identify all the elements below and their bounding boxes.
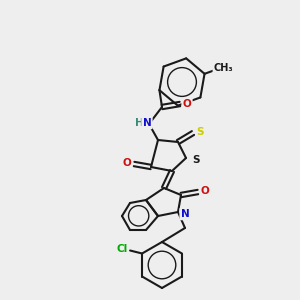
Text: O: O: [123, 158, 131, 168]
Text: H: H: [135, 118, 143, 128]
Text: Cl: Cl: [116, 244, 128, 254]
Text: O: O: [201, 186, 209, 196]
Text: N: N: [181, 209, 189, 219]
Text: N: N: [142, 118, 152, 128]
Text: CH₃: CH₃: [214, 63, 233, 73]
Text: S: S: [192, 155, 200, 165]
Text: O: O: [183, 99, 191, 109]
Text: S: S: [196, 127, 204, 137]
